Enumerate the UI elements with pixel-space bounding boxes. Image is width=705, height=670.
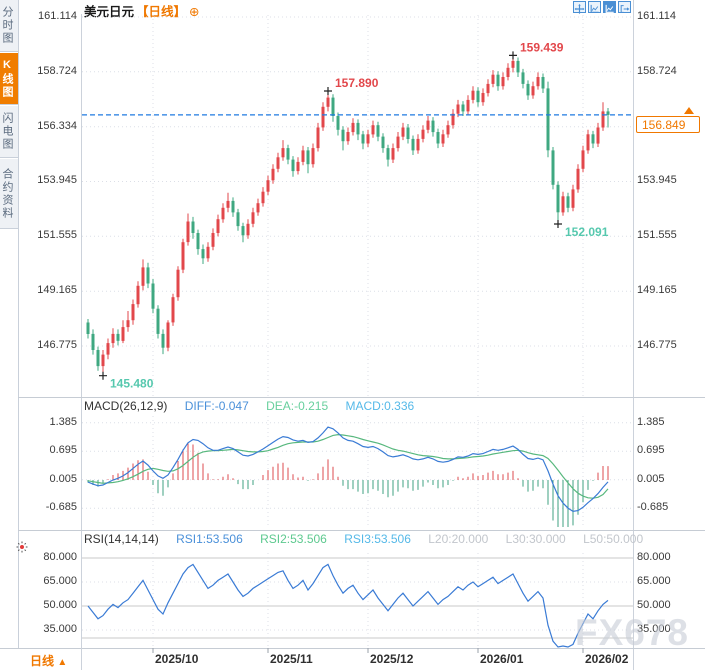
axis-tick-label: 80.000 bbox=[43, 551, 77, 563]
period-selector-cell[interactable]: 日线 ▲ bbox=[18, 648, 82, 670]
period-label[interactable]: 日线 bbox=[30, 654, 55, 668]
axis-tick-label: 35.000 bbox=[637, 623, 671, 635]
axis-tick-label: 50.000 bbox=[43, 599, 77, 611]
axis-tick-label: 149.165 bbox=[37, 284, 77, 297]
axis-tick-label: 161.114 bbox=[637, 10, 676, 22]
axis-tick-label: 158.724 bbox=[37, 64, 77, 77]
axis-tick-label: 1.385 bbox=[49, 415, 77, 428]
axis-scale-active-icon bbox=[605, 4, 614, 13]
svg-text:157.890: 157.890 bbox=[335, 76, 379, 90]
axis-tick-label: 149.165 bbox=[637, 284, 677, 297]
axis-tick-label: 0.695 bbox=[49, 444, 77, 457]
svg-text:152.091: 152.091 bbox=[565, 225, 609, 239]
crosshair-icon bbox=[574, 4, 585, 14]
macd-dea-value: DEA:-0.215 bbox=[266, 399, 329, 413]
rsi-l30-value: L30:30.000 bbox=[505, 532, 566, 546]
indicator-settings-icon[interactable] bbox=[16, 540, 28, 558]
axis-tick-label: 80.000 bbox=[637, 551, 671, 563]
rsi-l20-value: L20:20.000 bbox=[428, 532, 489, 546]
axis-tick-label: 0.695 bbox=[637, 444, 665, 457]
exit-icon bbox=[620, 5, 630, 13]
current-price-tag: 156.849 bbox=[636, 116, 700, 133]
axis-tick-label: 153.945 bbox=[37, 174, 77, 187]
add-indicator-icon[interactable]: ⊕ bbox=[189, 5, 200, 19]
rsi1-value: RSI1:53.506 bbox=[176, 532, 243, 546]
rsi-name[interactable]: RSI(14,14,14) bbox=[84, 532, 159, 546]
exit-chart-button[interactable] bbox=[618, 1, 631, 13]
rsi2-value: RSI2:53.506 bbox=[260, 532, 327, 546]
axis-tick-label: 1.385 bbox=[637, 415, 665, 428]
scale-tool-button[interactable] bbox=[588, 1, 601, 13]
macd-diff-value: DIFF:-0.047 bbox=[184, 399, 249, 413]
annotation-layer: 157.890 159.439 145.480 152.091 bbox=[99, 40, 609, 391]
axis-tick-label: 50.000 bbox=[637, 599, 671, 611]
sidebar-tab-label: 闪电图 bbox=[1, 112, 13, 151]
rsi-header: RSI(14,14,14) RSI1:53.506 RSI2:53.506 RS… bbox=[84, 532, 657, 546]
candlestick-layer bbox=[86, 55, 610, 376]
axis-tick-label: 156.334 bbox=[37, 119, 77, 132]
macd-hist-value: MACD:0.336 bbox=[345, 399, 415, 413]
sidebar-tab-time-chart[interactable]: 分时图 bbox=[0, 0, 18, 52]
axis-tick-label: 161.114 bbox=[38, 10, 77, 22]
axis-tick-label: -0.685 bbox=[637, 501, 669, 514]
price-tag-arrow-icon bbox=[684, 107, 694, 114]
macd-header: MACD(26,12,9) DIFF:-0.047 DEA:-0.215 MAC… bbox=[84, 399, 428, 413]
svg-text:159.439: 159.439 bbox=[520, 40, 564, 54]
axis-tick-label: 65.000 bbox=[43, 575, 77, 587]
date-tick-label: 2026/02 bbox=[585, 652, 629, 666]
axis-tick-label: 153.945 bbox=[637, 174, 677, 187]
svg-text:145.480: 145.480 bbox=[110, 377, 154, 391]
axis-tick-label: 151.555 bbox=[37, 229, 77, 242]
chart-type-sidebar: 分时图 K线图 闪电图 合约资料 bbox=[0, 0, 19, 648]
date-tick-label: 2025/11 bbox=[270, 652, 313, 666]
date-tick-label: 2025/10 bbox=[155, 652, 199, 666]
period-dropdown-arrow-icon[interactable]: ▲ bbox=[57, 657, 68, 668]
left-axis-border bbox=[81, 14, 82, 670]
grid-layer bbox=[82, 15, 633, 653]
symbol-name: 美元日元 bbox=[84, 5, 135, 19]
sidebar-tab-kline-chart[interactable]: K线图 bbox=[0, 53, 18, 105]
axis-tick-label: 0.005 bbox=[49, 472, 77, 485]
sidebar-tab-label: 合约资料 bbox=[1, 167, 13, 220]
axis-tick-label: -0.685 bbox=[45, 501, 77, 514]
axis-tick-label: 65.000 bbox=[637, 575, 671, 587]
period-tag: 【日线】 bbox=[136, 5, 187, 19]
macd-name[interactable]: MACD(26,12,9) bbox=[84, 399, 168, 413]
date-tick-label: 2026/01 bbox=[480, 652, 524, 666]
axis-tick-label: 35.000 bbox=[43, 623, 77, 635]
rsi-layer bbox=[87, 563, 609, 648]
rsi-l50-value: L50:50.000 bbox=[583, 532, 644, 546]
right-axis-border bbox=[633, 0, 634, 670]
sidebar-tab-label: 分时图 bbox=[1, 6, 13, 45]
date-tick-label: 2025/12 bbox=[370, 652, 414, 666]
scale-tool-active-button[interactable] bbox=[603, 1, 616, 13]
axis-tick-label: 146.775 bbox=[37, 338, 77, 351]
macd-rsi-separator[interactable] bbox=[18, 530, 705, 531]
main-macd-separator[interactable] bbox=[18, 397, 705, 398]
axis-tick-label: 0.005 bbox=[637, 472, 665, 485]
axis-tick-label: 158.724 bbox=[637, 64, 677, 77]
crosshair-tool-button[interactable] bbox=[573, 1, 586, 14]
axis-tick-label: 151.555 bbox=[637, 229, 677, 242]
macd-layer bbox=[87, 426, 609, 527]
axis-scale-icon bbox=[590, 4, 599, 13]
sidebar-tab-lightning-chart[interactable]: 闪电图 bbox=[0, 106, 18, 158]
rsi3-value: RSI3:53.506 bbox=[344, 532, 411, 546]
axis-tick-label: 146.775 bbox=[637, 338, 677, 351]
chart-title: 美元日元 【日线】 ⊕ bbox=[84, 1, 200, 20]
sidebar-tab-contract-info[interactable]: 合约资料 bbox=[0, 159, 18, 229]
sidebar-tab-label: K线图 bbox=[1, 58, 13, 99]
time-axis-line bbox=[0, 648, 705, 649]
